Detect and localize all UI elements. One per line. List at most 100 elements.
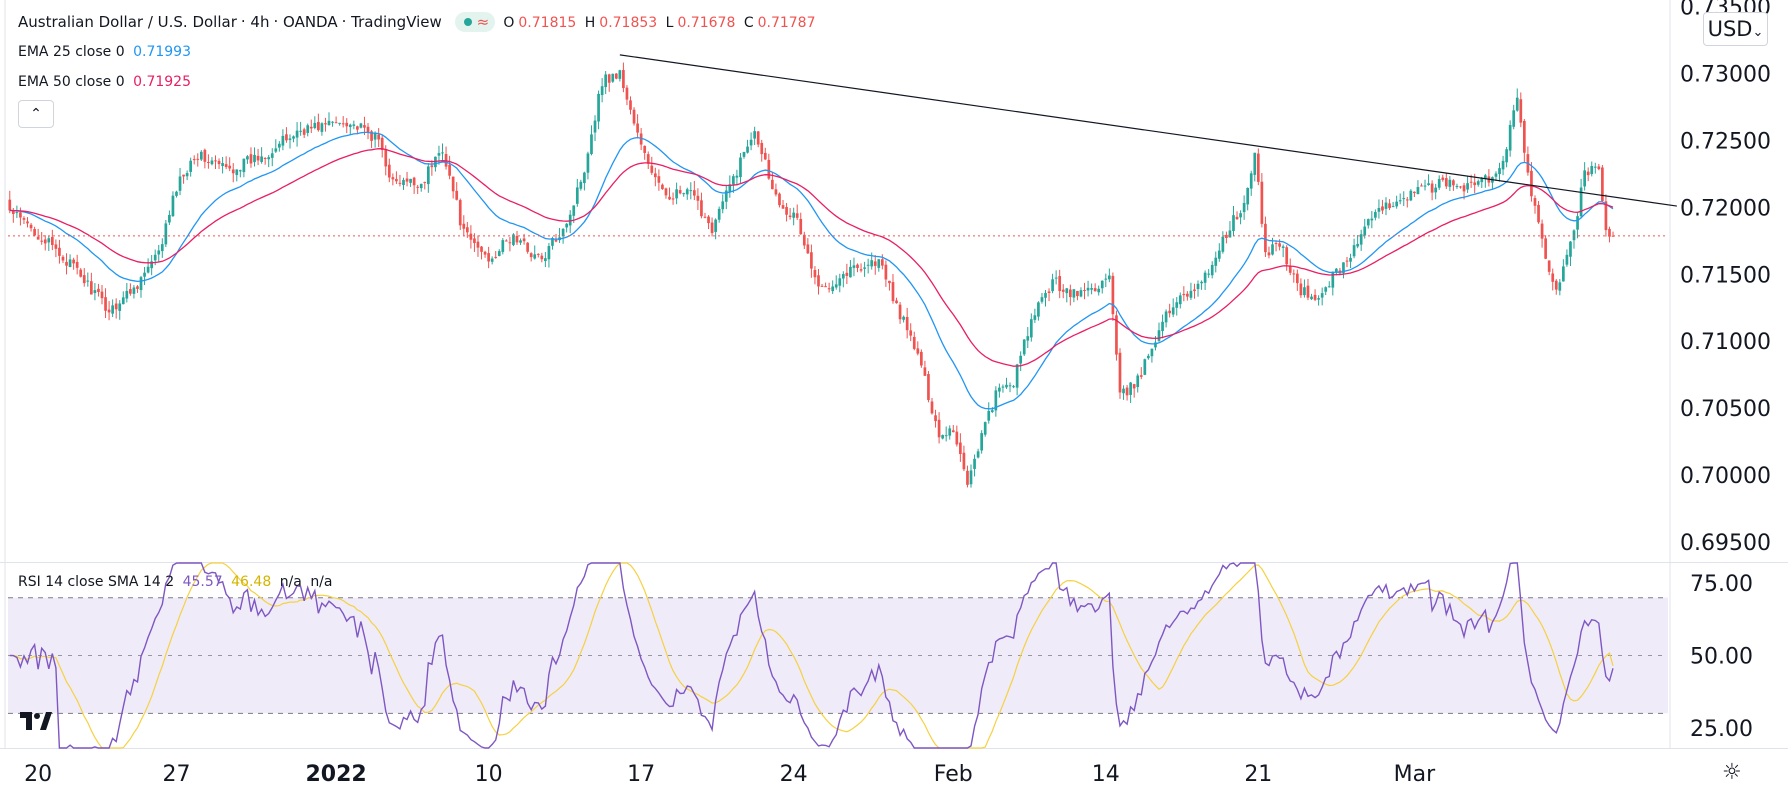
chevron-up-icon: ⌃ [30, 106, 42, 122]
candle-body [1260, 181, 1264, 224]
candle-body [710, 222, 714, 234]
candle-body [824, 286, 827, 288]
candle-body [497, 251, 501, 256]
candle-body [597, 93, 600, 122]
gear-icon[interactable]: ☼ [1722, 760, 1742, 785]
time-tick-label: 21 [1244, 762, 1272, 787]
candle-body [845, 272, 849, 276]
candle-body [930, 401, 934, 414]
candle-body [224, 164, 228, 168]
candle-body [703, 216, 707, 218]
candle-body [1409, 190, 1413, 201]
candle-body [100, 291, 104, 299]
candle-body [909, 330, 913, 336]
market-open-dot-icon [463, 18, 472, 26]
candle-body [168, 214, 171, 223]
candle-body [380, 137, 384, 151]
candle-body [806, 244, 810, 254]
candle-body [888, 280, 891, 284]
candle-body [1122, 388, 1125, 394]
price-tick-label: 0.71000 [1680, 330, 1771, 355]
candle-body [1044, 292, 1047, 298]
candle-body [260, 156, 263, 162]
candle-body [1352, 245, 1356, 257]
symbol-title[interactable]: Australian Dollar / U.S. Dollar [18, 12, 237, 31]
low-value: 0.71678 [677, 14, 736, 31]
candle-body [678, 190, 682, 194]
candle-body [153, 254, 157, 261]
candle-body [1374, 211, 1377, 218]
candle-body [15, 212, 19, 214]
candle-body [763, 152, 767, 160]
candle-body [568, 214, 572, 226]
candle-body [813, 269, 817, 278]
candle-body [416, 186, 420, 188]
candle-body [26, 221, 29, 224]
candle-body [1313, 294, 1317, 300]
market-status-pill[interactable]: ≈ [454, 12, 495, 32]
candle-body [891, 282, 895, 302]
candle-body [873, 261, 877, 266]
candle-body [852, 265, 856, 268]
currency-label: USD [1707, 17, 1753, 41]
candle-body [1342, 262, 1345, 274]
candle-body [792, 212, 796, 218]
tradingview-logo-icon[interactable] [20, 712, 52, 730]
rsi-tick-label: 25.00 [1690, 717, 1753, 742]
candle-body [1285, 247, 1289, 265]
candle-body [682, 193, 686, 195]
interval-label[interactable]: 4h [250, 12, 270, 31]
rsi-legend[interactable]: RSI 14 close SMA 14 2 45.57 46.48 n/a n/… [18, 574, 336, 590]
time-tick-label: Feb [934, 762, 973, 787]
candle-body [36, 236, 40, 240]
candle-body [760, 142, 764, 155]
candle-body [565, 223, 569, 228]
candle-body [622, 69, 625, 89]
candle-body [136, 286, 139, 289]
rsi-tick-label: 50.00 [1690, 645, 1753, 670]
rsi-line [9, 562, 1614, 749]
candle-body [1483, 175, 1487, 179]
candle-body [519, 240, 522, 243]
collapse-legend-button[interactable]: ⌃ [18, 100, 54, 128]
candle-body [522, 238, 526, 242]
candle-body [451, 176, 455, 192]
candle-body [724, 190, 728, 202]
candle-body [157, 250, 161, 255]
candle-body [1583, 170, 1586, 187]
candle-body [480, 246, 483, 252]
candle-body [285, 134, 288, 141]
candle-body [1005, 384, 1008, 388]
candle-body [700, 200, 703, 217]
candle-body [1547, 260, 1551, 272]
ema50-legend[interactable]: EMA 50 close 0 0.71925 [18, 74, 195, 90]
candle-body [1281, 246, 1285, 248]
wave-icon: ≈ [476, 13, 490, 31]
candle-body [1459, 186, 1462, 188]
candle-body [398, 182, 402, 184]
candle-body [423, 181, 427, 183]
candle-body [1384, 202, 1388, 209]
candle-body [1129, 382, 1132, 395]
candle-body [551, 238, 554, 246]
candle-body [221, 163, 224, 167]
candle-body [175, 191, 178, 196]
candle-body [281, 135, 285, 146]
candle-body [292, 136, 295, 139]
candle-body [1161, 321, 1164, 332]
candle-body [1239, 213, 1242, 218]
ema25-legend[interactable]: EMA 25 close 0 0.71993 [18, 44, 195, 60]
candle-body [923, 367, 927, 376]
price-tick-label: 0.73000 [1680, 63, 1771, 88]
candle-body [363, 125, 366, 128]
candle-body [1530, 170, 1533, 197]
candle-body [983, 422, 987, 435]
candle-body [1473, 182, 1477, 186]
currency-button[interactable]: USD⌄ [1703, 12, 1768, 46]
candle-body [214, 160, 217, 162]
candle-body [1455, 185, 1459, 187]
candle-body [508, 242, 512, 244]
candle-body [366, 126, 370, 133]
